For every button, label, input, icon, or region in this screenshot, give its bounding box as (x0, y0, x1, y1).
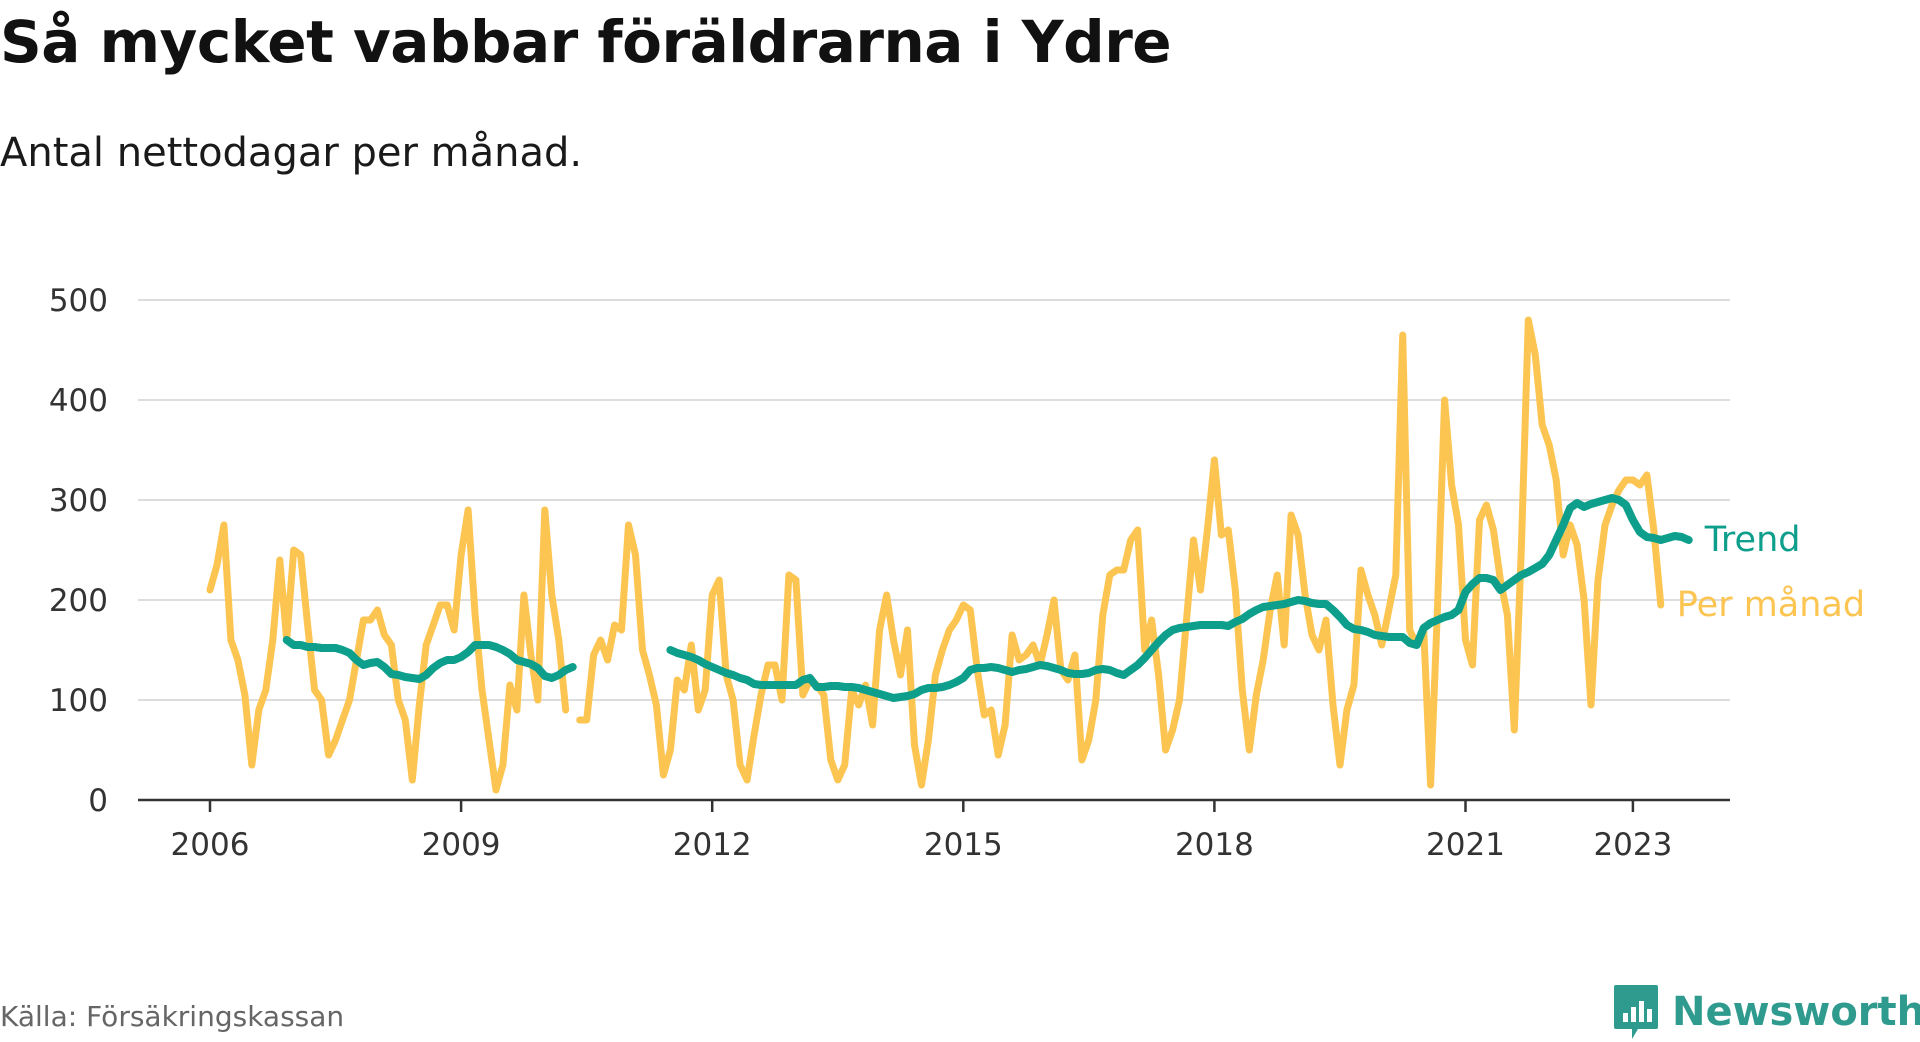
series-line-trend (282, 494, 1693, 702)
newsworthy-logo-icon (1614, 985, 1658, 1039)
y-tick-label: 400 (49, 383, 108, 419)
y-tick-label: 100 (49, 683, 108, 719)
y-axis-ticks: 0 100 200 300 400 500 (49, 283, 108, 819)
gridlines (138, 299, 1730, 701)
x-tick-label: 2015 (924, 827, 1003, 863)
x-tick-label: 2021 (1426, 827, 1505, 863)
series-lines (206, 316, 1693, 794)
y-tick-label: 300 (49, 483, 108, 519)
y-tick-label: 0 (88, 783, 108, 819)
x-tick-label: 2023 (1593, 827, 1672, 863)
series-label-trend: Trend (1704, 520, 1801, 560)
y-tick-label: 200 (49, 583, 108, 619)
line-chart: 0 100 200 300 400 500 2006 2009 2012 2015 2018 202… (49, 283, 1865, 863)
x-tick-label: 2012 (673, 827, 752, 863)
y-tick-label: 500 (49, 283, 108, 319)
x-tick-label: 2018 (1175, 827, 1254, 863)
chart-title: Så mycket vabbar föräldrarna i Ydre (0, 8, 1172, 76)
x-tick-label: 2006 (171, 827, 250, 863)
series-label-per-manad: Per månad (1677, 584, 1865, 625)
x-axis: 2006 2009 2012 2015 2018 2021 2023 (138, 798, 1730, 863)
series-line-per-manad (206, 316, 1665, 794)
chart-subtitle: Antal nettodagar per månad. (0, 130, 583, 176)
series-labels: Per månad Trend (1677, 520, 1865, 625)
source-note: Källa: Försäkringskassan (0, 1000, 345, 1033)
x-tick-label: 2009 (422, 827, 501, 863)
brand-name: Newsworthy (1672, 989, 1920, 1035)
brand-logo[interactable]: Newsworthy (1612, 982, 1920, 1042)
